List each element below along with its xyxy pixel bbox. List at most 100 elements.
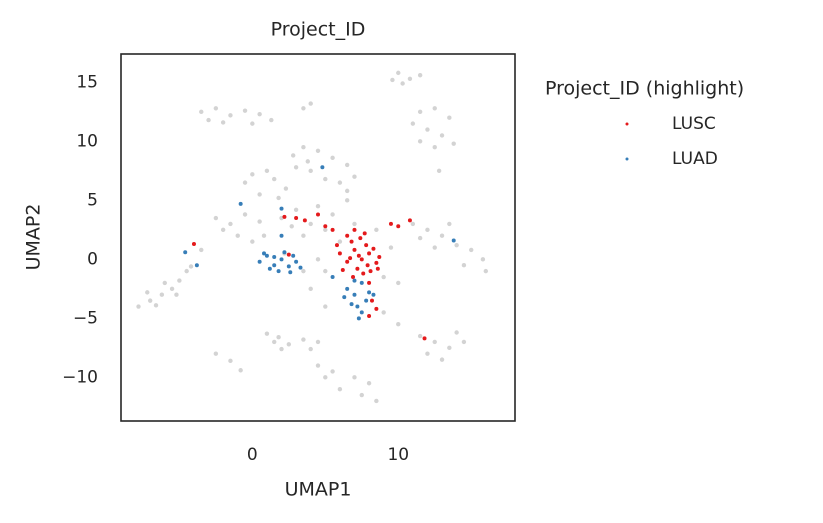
point	[439, 133, 445, 138]
point	[264, 168, 270, 174]
point	[365, 263, 370, 268]
point	[447, 115, 452, 120]
point	[396, 280, 401, 286]
point	[272, 176, 277, 182]
point	[352, 247, 357, 252]
y-axis-label: UMAP2	[23, 204, 45, 271]
point	[315, 148, 321, 153]
point	[323, 227, 328, 233]
point	[352, 221, 357, 227]
point	[288, 270, 293, 275]
point	[184, 268, 189, 274]
point	[461, 339, 467, 345]
point	[272, 254, 277, 259]
point	[396, 322, 401, 327]
point	[447, 345, 452, 351]
point	[451, 238, 456, 243]
point	[355, 304, 360, 309]
point	[337, 239, 343, 244]
point	[337, 251, 342, 256]
plot-frame	[120, 53, 516, 422]
x-tick-label: 10	[387, 445, 409, 465]
point	[417, 235, 423, 241]
point	[290, 153, 296, 158]
point	[315, 363, 321, 368]
point	[282, 214, 287, 219]
point	[147, 298, 153, 303]
y-tick-label: 10	[76, 131, 98, 151]
point	[320, 165, 325, 170]
point	[298, 265, 303, 270]
legend-marker	[625, 157, 629, 161]
point	[291, 253, 296, 258]
point	[220, 227, 226, 233]
point	[454, 242, 459, 248]
point	[407, 218, 412, 223]
point	[480, 257, 486, 262]
point	[174, 292, 179, 297]
point	[315, 339, 321, 345]
point	[257, 111, 262, 117]
point	[330, 275, 335, 280]
point	[242, 180, 248, 185]
point	[323, 304, 328, 309]
point	[289, 224, 294, 229]
point	[447, 221, 452, 227]
point	[272, 339, 277, 345]
point	[262, 251, 267, 256]
legend-marker	[625, 122, 629, 126]
point	[364, 298, 369, 303]
point	[361, 271, 366, 276]
y-tick-label: 15	[76, 72, 98, 92]
point	[228, 358, 233, 364]
point	[461, 263, 467, 268]
point	[366, 381, 372, 386]
point	[159, 292, 165, 297]
point	[264, 331, 270, 336]
point	[242, 108, 248, 113]
point	[352, 227, 357, 232]
point	[257, 219, 262, 224]
point	[344, 188, 350, 194]
point	[417, 333, 423, 339]
point	[302, 218, 307, 223]
point	[334, 243, 339, 248]
point	[407, 76, 413, 81]
point	[410, 121, 416, 126]
point	[352, 278, 357, 283]
point	[228, 113, 233, 118]
point	[432, 339, 437, 345]
point	[279, 346, 284, 352]
point	[345, 233, 350, 238]
point	[206, 117, 211, 123]
point	[355, 266, 360, 271]
point	[286, 264, 291, 269]
point	[294, 216, 299, 221]
point	[238, 201, 243, 206]
point	[308, 346, 313, 352]
point	[276, 269, 281, 274]
point	[308, 168, 313, 174]
point	[351, 275, 356, 280]
point	[358, 236, 363, 241]
point	[381, 274, 386, 280]
point	[301, 268, 306, 274]
point	[267, 266, 272, 271]
y-tick-label: 0	[87, 249, 98, 269]
point	[301, 337, 306, 342]
point	[276, 195, 281, 201]
point	[374, 398, 379, 404]
point	[188, 264, 194, 269]
point	[425, 227, 430, 233]
point	[228, 221, 233, 227]
point	[352, 375, 357, 380]
point	[439, 233, 445, 238]
point	[162, 280, 167, 286]
point	[436, 168, 442, 174]
point	[308, 286, 313, 292]
point	[362, 231, 367, 236]
point	[417, 73, 423, 78]
point	[342, 295, 347, 300]
point	[422, 336, 427, 341]
